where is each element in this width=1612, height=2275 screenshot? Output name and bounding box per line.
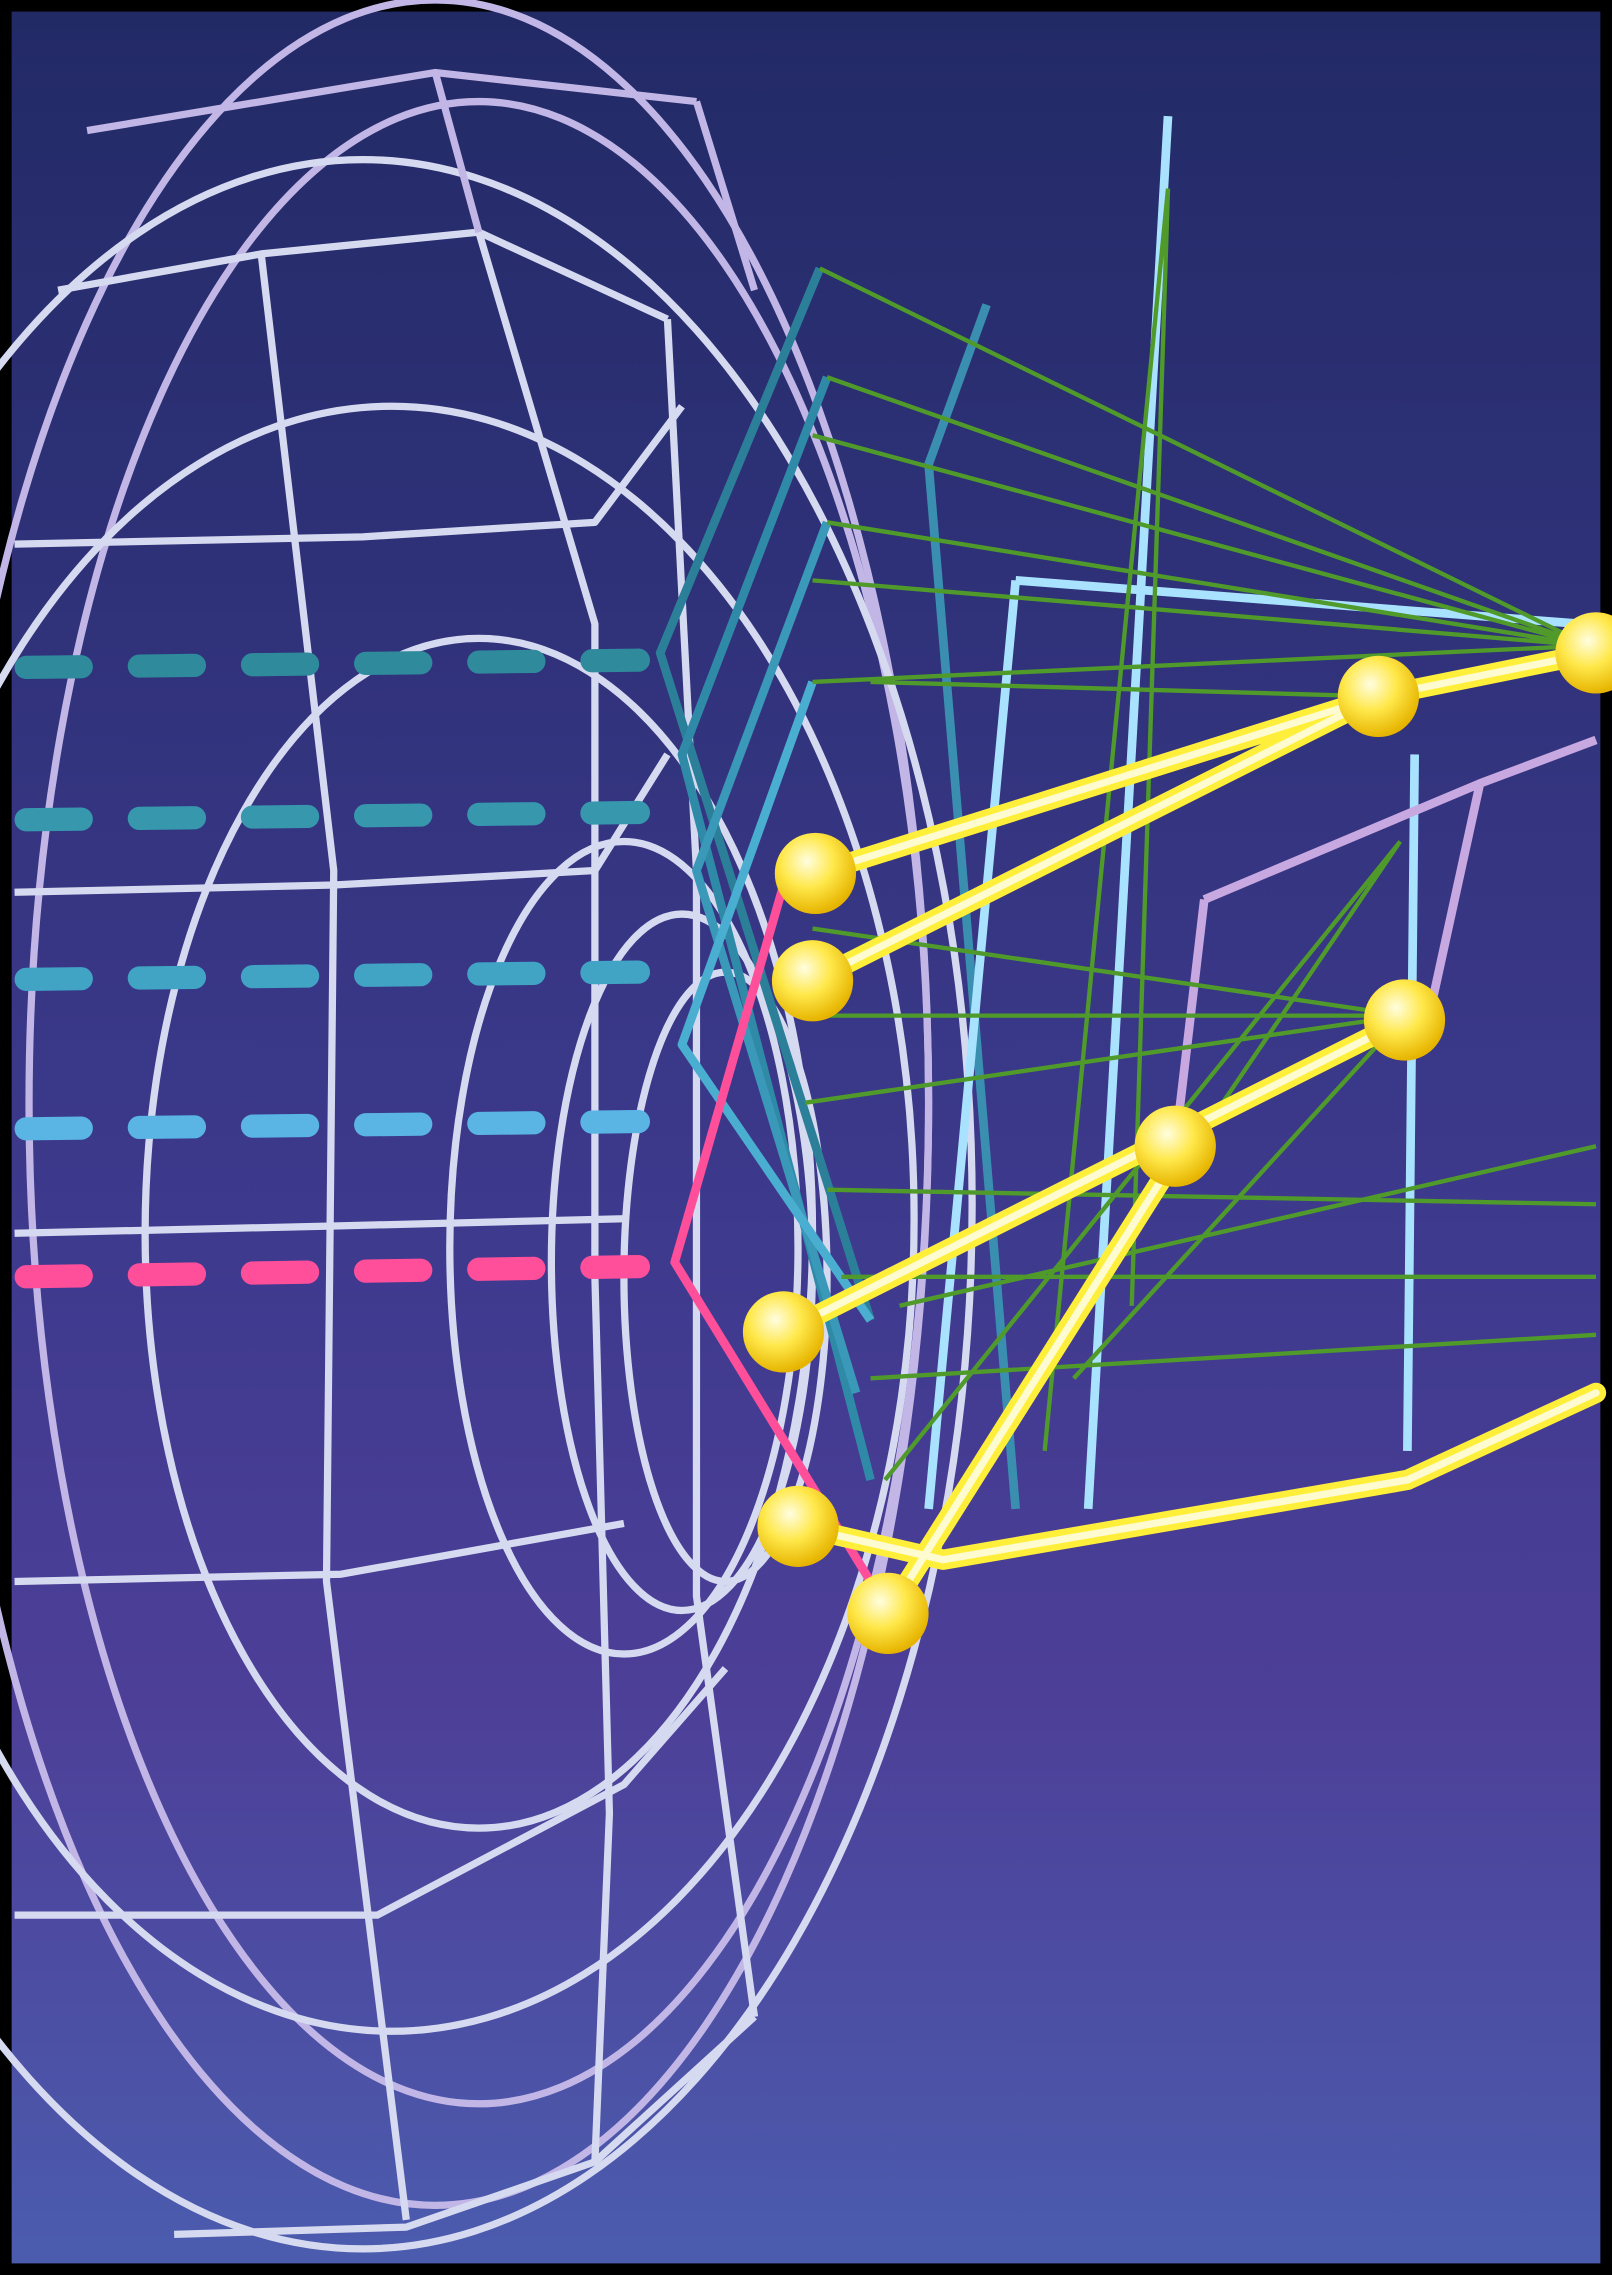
yellow-rods-part xyxy=(1555,612,1612,694)
blue-contours-part xyxy=(1170,735,1598,1147)
dashed-lines-part xyxy=(14,800,651,832)
yellow-rods xyxy=(742,612,1612,1655)
yellow-rods-part xyxy=(771,940,854,1022)
torus-wireframe-part xyxy=(0,156,976,2253)
torus-wireframe-part xyxy=(57,228,757,2239)
yellow-rods-part xyxy=(774,832,857,915)
yellow-rods-part xyxy=(1134,1105,1216,1187)
green-fan-part xyxy=(811,188,1590,1452)
dashed-lines xyxy=(14,648,651,1289)
green-fan xyxy=(804,188,1597,1482)
torus-wireframe-part xyxy=(0,402,918,2035)
dashed-lines-part xyxy=(14,960,651,991)
yellow-rods-part xyxy=(1363,979,1446,1061)
dashed-lines-part xyxy=(14,1255,651,1289)
yellow-rods-part xyxy=(1337,655,1420,738)
torus-wireframe xyxy=(0,0,976,2253)
torus-wireframe-part xyxy=(25,97,933,2108)
torus-wireframe-part xyxy=(446,837,802,1658)
blue-contours-part xyxy=(670,883,875,1584)
dashed-lines-part xyxy=(14,648,651,680)
torus-wireframe-part xyxy=(86,68,758,292)
blue-contours-part xyxy=(655,266,875,1322)
yellow-rods-part xyxy=(847,1572,929,1655)
dashed-lines-part xyxy=(14,1109,651,1141)
blue-contours-part xyxy=(677,680,875,1323)
yellow-rods-part xyxy=(757,1485,839,1567)
yellow-rods-part xyxy=(742,1291,825,1373)
blue-contours-part xyxy=(924,303,1020,1510)
